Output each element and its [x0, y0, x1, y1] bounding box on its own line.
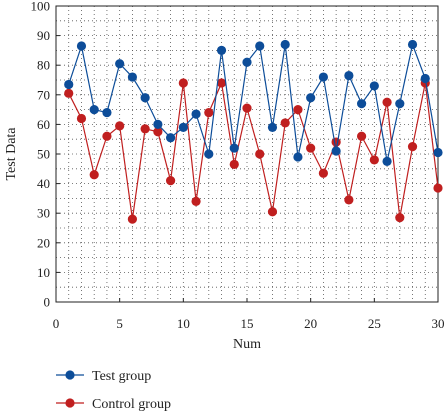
data-point — [357, 99, 367, 109]
data-point — [191, 109, 201, 119]
data-point — [76, 41, 87, 51]
data-point — [407, 142, 418, 152]
y-tick-label: 100 — [31, 0, 51, 14]
x-tick-label: 15 — [241, 316, 254, 331]
data-point — [395, 213, 405, 223]
data-point — [102, 107, 112, 118]
data-point — [382, 156, 392, 166]
data-point — [242, 103, 252, 113]
data-point — [64, 88, 74, 98]
y-tick-label: 0 — [44, 295, 51, 310]
data-point — [369, 81, 379, 91]
data-point — [204, 149, 214, 159]
data-point — [204, 107, 214, 118]
legend-marker — [65, 370, 75, 380]
data-point — [76, 113, 87, 124]
y-tick-label: 70 — [37, 87, 50, 102]
data-point — [420, 73, 430, 84]
legend-marker — [65, 398, 75, 408]
data-point — [344, 195, 354, 205]
x-axis-title: Num — [233, 337, 261, 352]
x-tick-label: 10 — [177, 316, 190, 331]
data-point — [331, 146, 341, 156]
data-point — [216, 45, 227, 56]
x-tick-label: 25 — [368, 316, 381, 331]
data-point — [115, 121, 125, 131]
y-tick-label: 20 — [37, 235, 50, 250]
data-point — [127, 72, 137, 82]
data-point — [293, 152, 303, 162]
data-point — [229, 159, 239, 169]
y-axis-title: Test Data — [4, 127, 19, 181]
series-layer — [64, 39, 443, 224]
data-point — [153, 127, 163, 137]
data-point — [280, 118, 290, 128]
data-point — [433, 147, 443, 158]
data-point — [369, 155, 379, 165]
data-point — [306, 93, 316, 103]
data-point — [102, 131, 112, 141]
legend-label: Test group — [92, 369, 151, 384]
data-point — [140, 124, 150, 134]
data-point — [267, 207, 278, 217]
y-tick-label: 10 — [37, 265, 50, 280]
data-point — [191, 196, 201, 206]
y-tick-label: 50 — [37, 147, 50, 162]
data-point — [280, 39, 290, 50]
data-point — [318, 168, 328, 178]
x-tick-label: 30 — [432, 316, 445, 331]
y-tick-label: 90 — [37, 28, 50, 43]
data-point — [216, 78, 227, 88]
data-point — [115, 59, 125, 69]
y-tick-label: 60 — [37, 117, 50, 132]
grid-lines — [56, 6, 438, 302]
x-tick-label: 5 — [116, 316, 123, 331]
data-point — [178, 122, 188, 132]
data-point — [127, 214, 137, 224]
data-point — [318, 72, 328, 82]
data-point — [344, 70, 354, 81]
data-point — [166, 133, 176, 143]
data-point — [153, 119, 163, 129]
data-point — [382, 97, 392, 107]
data-point — [293, 105, 303, 115]
data-point — [395, 99, 405, 109]
y-tick-label: 30 — [37, 206, 50, 221]
data-point — [89, 170, 99, 180]
data-point — [255, 41, 265, 51]
data-point — [229, 143, 239, 153]
data-point — [357, 131, 367, 141]
data-point — [140, 93, 150, 103]
data-point — [242, 57, 252, 67]
data-point — [407, 39, 418, 50]
axis-ticks: 0 10 20 30 40 50 60 70 80 90 100 0 5 10 15 20 25 30 — [31, 0, 445, 331]
series-test-group — [64, 39, 443, 166]
series-line-control-group — [68, 80, 439, 220]
data-point — [178, 78, 188, 88]
data-point — [64, 79, 74, 90]
legend-label: Control group — [92, 397, 171, 411]
data-point — [433, 183, 443, 193]
y-tick-label: 40 — [37, 176, 50, 191]
data-point — [306, 143, 316, 153]
legend-item-control-group: Control group — [56, 397, 171, 411]
legend-item-test-group: Test group — [56, 369, 151, 384]
data-point — [331, 137, 341, 147]
data-point — [255, 149, 265, 159]
data-point — [166, 176, 176, 186]
data-point — [267, 122, 278, 132]
x-tick-label: 0 — [53, 316, 60, 331]
data-point — [89, 105, 99, 115]
x-tick-label: 20 — [304, 316, 317, 331]
y-tick-label: 80 — [37, 58, 50, 73]
legend: Test group Control group — [56, 369, 171, 411]
